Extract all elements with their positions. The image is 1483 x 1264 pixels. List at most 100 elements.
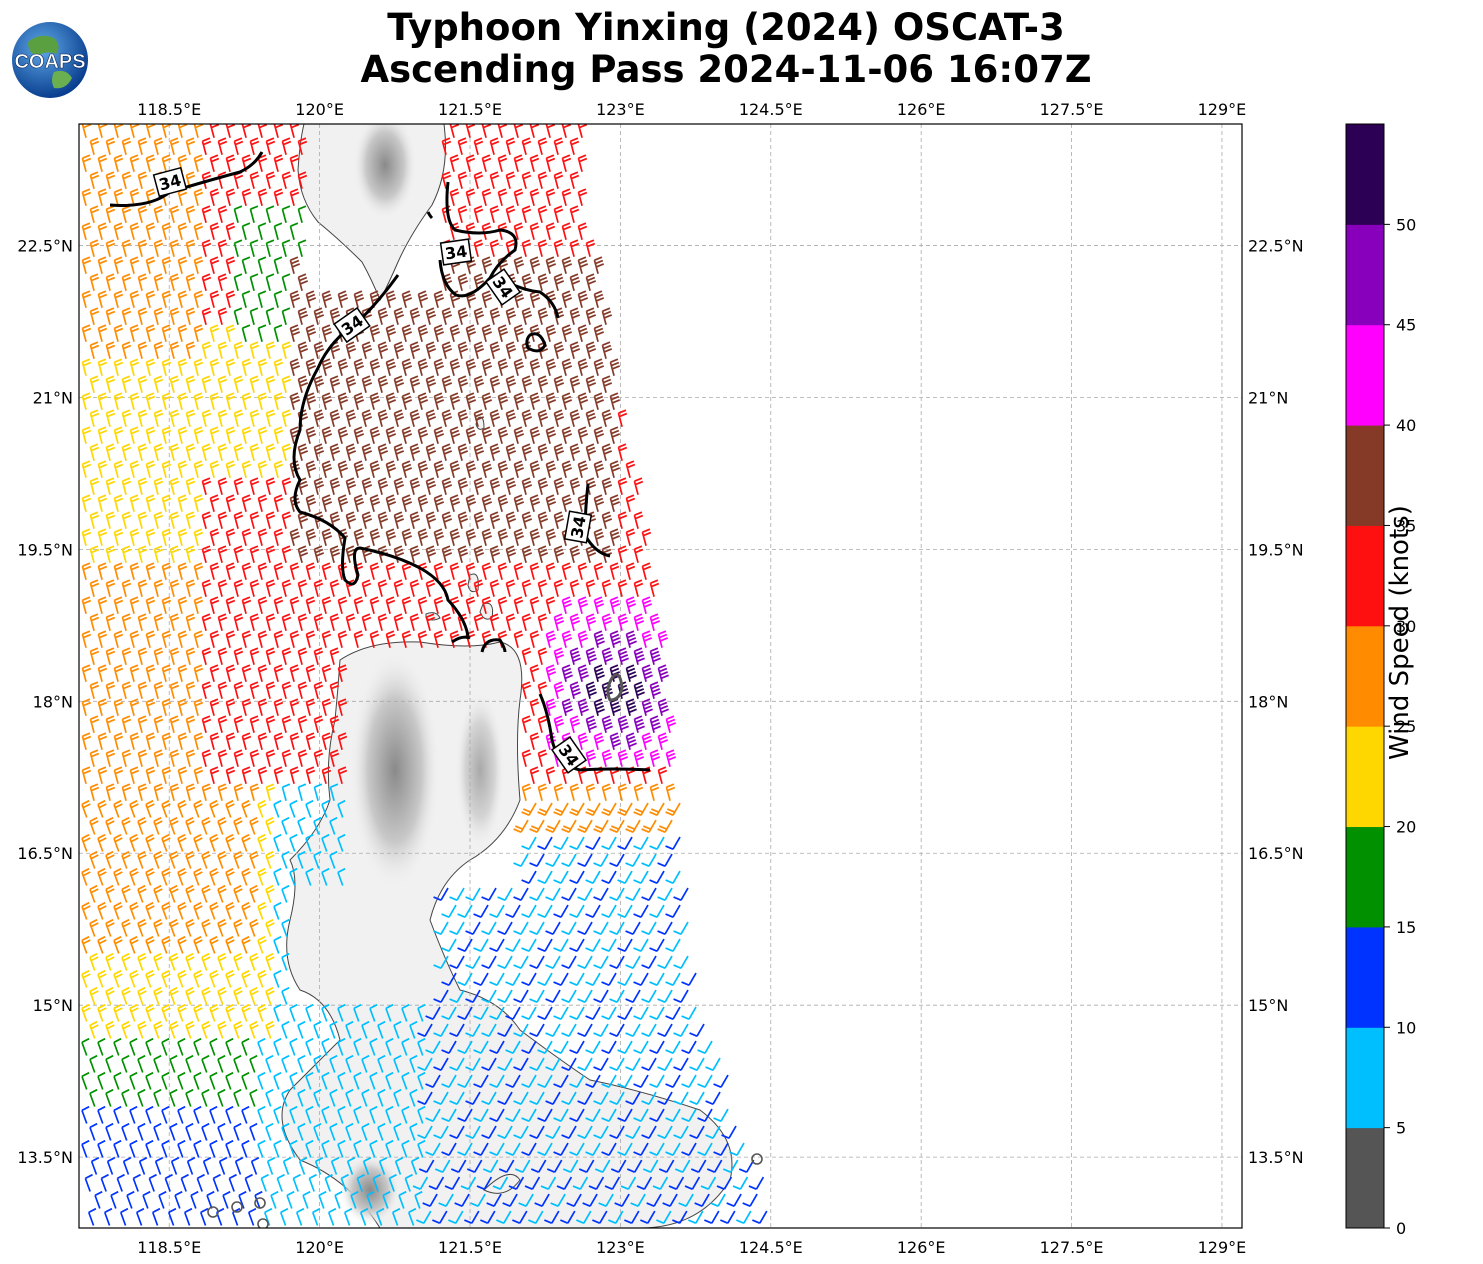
- wind-barb: [153, 137, 164, 155]
- lon-tick-label-top: 118.5°E: [137, 100, 201, 119]
- wind-barb: [209, 290, 220, 308]
- wind-barb: [257, 124, 268, 138]
- wind-barb: [569, 205, 580, 223]
- wind-barb: [569, 273, 581, 291]
- wind-barb: [577, 392, 589, 410]
- wind-barb: [81, 358, 92, 376]
- wind-barb: [105, 273, 116, 291]
- wind-barb: [337, 290, 349, 308]
- wind-barb: [321, 290, 333, 308]
- wind-barb: [433, 358, 445, 376]
- colorbar-segment: [1346, 425, 1384, 526]
- wind-barb: [153, 341, 164, 359]
- wind-barb: [265, 137, 276, 155]
- wind-barb: [449, 154, 460, 172]
- plot-title-line1: Typhoon Yinxing (2024) OSCAT-3: [387, 6, 1065, 49]
- wind-barb: [513, 358, 525, 376]
- wind-barb: [545, 324, 557, 342]
- wind-barb: [393, 375, 405, 393]
- wind-barb: [305, 426, 317, 444]
- wind-barb: [561, 222, 572, 240]
- colorbar-tick-label: 50: [1396, 215, 1416, 234]
- wind-barb: [377, 307, 389, 325]
- wind-barb: [145, 426, 156, 444]
- wind-barb: [369, 324, 381, 342]
- wind-barb: [113, 392, 124, 410]
- wind-barb: [497, 392, 509, 410]
- wind-barb: [545, 256, 557, 274]
- wind-barb: [169, 375, 180, 393]
- wind-barb: [401, 426, 413, 444]
- wind-barb: [193, 290, 204, 308]
- wind-barb: [161, 426, 172, 444]
- wind-barb: [89, 273, 100, 291]
- wind-barb: [289, 358, 301, 376]
- wind-barb: [385, 392, 397, 410]
- wind-barb: [121, 137, 132, 155]
- wind-barb: [257, 392, 268, 410]
- wind-barb: [185, 273, 196, 291]
- wind-barb: [433, 392, 445, 410]
- wind-barb: [177, 124, 188, 138]
- wind-barb: [393, 307, 405, 325]
- wind-barb: [577, 290, 589, 308]
- wind-barb: [401, 358, 413, 376]
- colorbar-label: Wind Speed (knots): [1385, 505, 1415, 760]
- wind-barb: [561, 124, 572, 138]
- wind-barb: [473, 409, 485, 427]
- wind-barb: [185, 409, 196, 427]
- wind-barb: [457, 273, 469, 291]
- wind-barb: [577, 188, 588, 206]
- wind-barb: [561, 324, 573, 342]
- wind-barb: [233, 341, 244, 359]
- wind-barb: [457, 171, 468, 189]
- wind-barb: [129, 392, 140, 410]
- wind-barb: [265, 239, 275, 257]
- wind-barb: [465, 324, 477, 342]
- wind-barb: [609, 392, 621, 410]
- wind-barb: [105, 137, 116, 155]
- wind-barb: [521, 171, 532, 189]
- wind-barb: [561, 256, 573, 274]
- wind-barb: [553, 409, 565, 427]
- wind-barb: [249, 137, 260, 155]
- wind-barb: [153, 239, 164, 257]
- wind-barb: [121, 171, 132, 189]
- wind-barb: [129, 188, 140, 206]
- wind-barb: [273, 188, 284, 206]
- wind-barb: [577, 256, 589, 274]
- wind-barb: [305, 392, 317, 410]
- wind-barb: [201, 239, 212, 257]
- wind-barb: [273, 124, 284, 138]
- wind-barb: [233, 375, 244, 393]
- wind-barb: [313, 341, 325, 359]
- wind-barb: [193, 392, 204, 410]
- wind-barb: [497, 154, 508, 172]
- wind-barb: [321, 324, 333, 342]
- wind-barb: [465, 124, 476, 138]
- wind-barb: [185, 239, 196, 257]
- wind-barb: [385, 324, 397, 342]
- colorbar-segment: [1346, 1127, 1384, 1229]
- wind-barb: [593, 324, 605, 342]
- wind-barb: [129, 154, 140, 172]
- wind-barb: [297, 273, 309, 291]
- wind-barb: [169, 273, 180, 291]
- wind-barb: [289, 324, 301, 342]
- wind-barb: [545, 358, 557, 376]
- wind-barb: [497, 188, 508, 206]
- wind-barb: [353, 426, 365, 444]
- wind-barb: [185, 205, 196, 223]
- wind-barb: [449, 358, 461, 376]
- wind-barb: [257, 188, 268, 206]
- wind-barb: [457, 307, 469, 325]
- wind-barb: [225, 324, 236, 342]
- wind-barb: [609, 358, 621, 376]
- wind-barb: [113, 154, 124, 172]
- wind-barb: [489, 307, 501, 325]
- wind-barb: [409, 375, 421, 393]
- wind-barb: [193, 324, 204, 342]
- wind-barb: [201, 307, 212, 325]
- wind-barb: [225, 256, 236, 274]
- wind-barb: [89, 307, 100, 325]
